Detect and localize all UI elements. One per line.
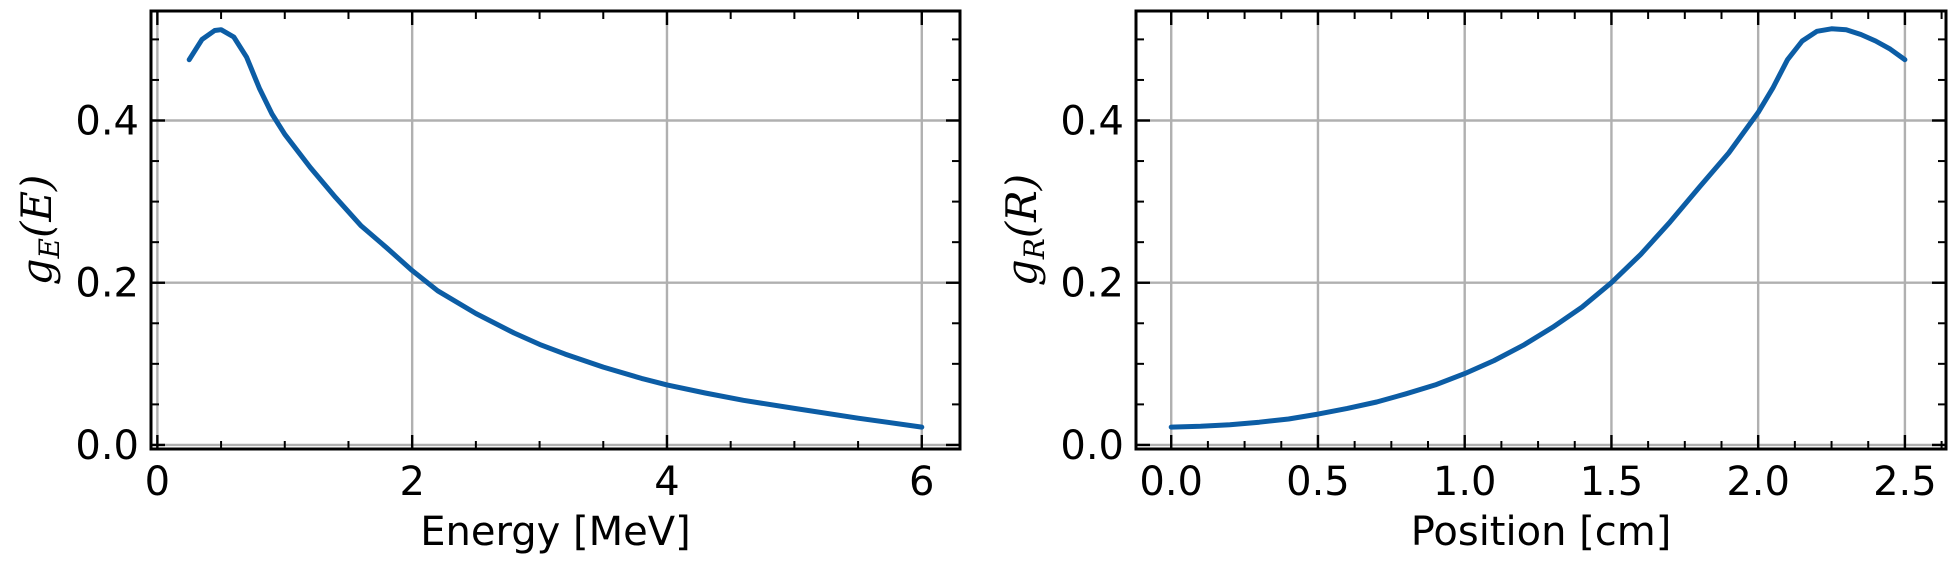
position-x-tick-label: 1.0 xyxy=(1433,459,1497,505)
position-x-tick-label: 1.5 xyxy=(1580,459,1644,505)
energy-x-tick-label: 6 xyxy=(909,459,934,505)
position-x-tick-label: 2.0 xyxy=(1726,459,1790,505)
position-series-line xyxy=(1168,26,1908,430)
position-panel: 0.0 0.5 1.0 1.5 2.0 2.5 0.0 0.2 0.4 Position [cm]… xyxy=(997,9,1948,555)
energy-axes-frame xyxy=(149,9,962,451)
energy-x-axis-label: Energy [MeV] xyxy=(420,509,690,555)
energy-x-tick-label: 2 xyxy=(399,459,424,505)
position-x-axis-label: Position [cm] xyxy=(1411,509,1672,555)
position-y-tick-label: 0.2 xyxy=(1060,261,1124,307)
energy-series-line xyxy=(186,27,925,430)
energy-y-axis-label-base: g xyxy=(12,259,61,286)
position-axes-frame xyxy=(1134,9,1948,451)
energy-x-tick-label: 4 xyxy=(654,459,679,505)
position-y-tick-label: 0.4 xyxy=(1060,99,1124,145)
energy-y-axis-label-sub: E xyxy=(33,238,66,259)
energy-y-axis-label: gE(E) xyxy=(12,175,66,286)
energy-y-tick-label: 0.2 xyxy=(75,261,139,307)
position-y-axis-label-sub: R xyxy=(1018,238,1051,260)
position-y-tick-label: 0.0 xyxy=(1060,423,1124,469)
energy-x-tick-label: 0 xyxy=(145,459,170,505)
position-x-tick-label: 0.0 xyxy=(1139,459,1203,505)
position-y-axis-label-base: g xyxy=(997,259,1046,286)
position-y-axis-label: gR(R) xyxy=(997,174,1051,286)
energy-y-tick-label: 0.0 xyxy=(75,423,139,469)
energy-panel: 0 2 4 6 0.0 0.2 0.4 Energy [MeV] gE(E) xyxy=(12,9,962,555)
position-x-tick-label: 0.5 xyxy=(1286,459,1350,505)
position-x-tick-label: 2.5 xyxy=(1873,459,1937,505)
position-y-axis-label-arg: (R) xyxy=(997,174,1046,238)
energy-y-axis-label-arg: (E) xyxy=(12,175,61,238)
energy-y-tick-label: 0.4 xyxy=(75,99,139,145)
